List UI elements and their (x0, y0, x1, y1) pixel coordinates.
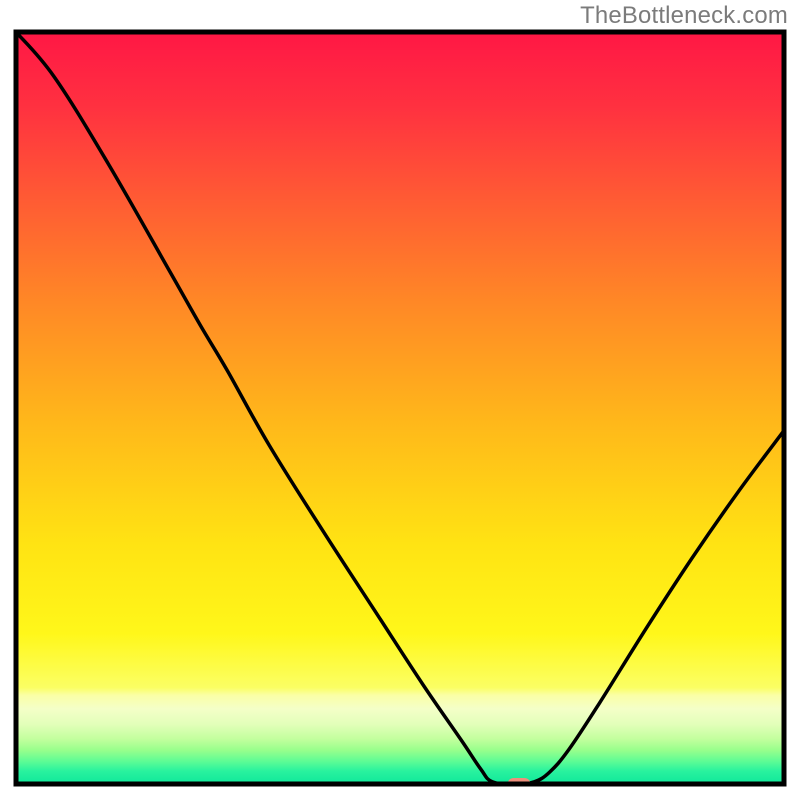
gradient-background (16, 32, 784, 784)
chart-svg (0, 0, 800, 800)
watermark-text: TheBottleneck.com (580, 2, 788, 30)
chart-container: TheBottleneck.com (0, 0, 800, 800)
